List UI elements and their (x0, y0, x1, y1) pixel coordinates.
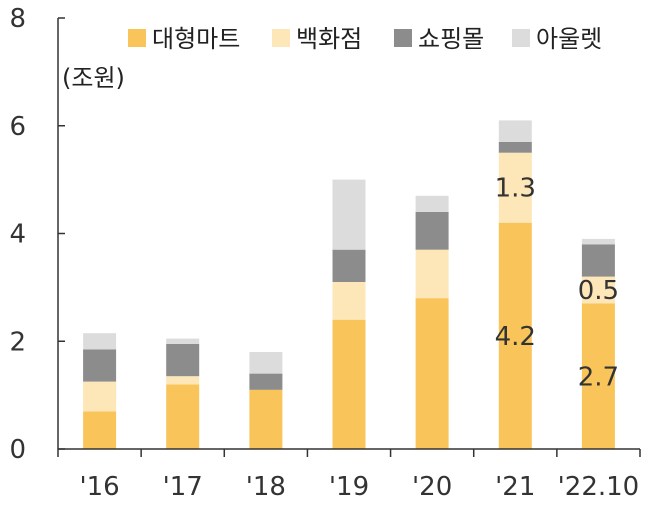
y-tick-label-4: 4 (9, 220, 26, 250)
y-tick-label-6: 6 (9, 112, 26, 142)
bar-segment-18-s2 (249, 373, 283, 390)
bar-segment-19-s0 (332, 319, 366, 449)
bar-segment-19-s3 (332, 179, 366, 250)
bar-segment-2210-s3 (581, 238, 615, 245)
y-tick-label-2: 2 (9, 327, 26, 357)
labels-layer: 4.2 1.3 2.7 0.5 (495, 174, 620, 393)
legend-label-s3: 아울렛 (536, 25, 602, 53)
legend-label-s1: 백화점 (296, 25, 362, 53)
bar-segment-18-s0 (249, 389, 283, 449)
bar-segment-16-s2 (83, 349, 117, 382)
legend-swatch-s2 (394, 29, 412, 47)
bar-segment-2210-s2 (581, 244, 615, 277)
bar-segment-21-s3 (498, 120, 532, 142)
legend-swatch-s1 (272, 29, 290, 47)
x-tick-label-17: '17 (163, 472, 203, 502)
data-label-21-s0: 4.2 (495, 322, 536, 352)
x-tick-label-16: '16 (79, 472, 119, 502)
bar-segment-18-s3 (249, 352, 283, 374)
legend-label-s0: 대형마트 (152, 25, 240, 53)
bar-segment-16-s1 (83, 381, 117, 412)
bars-layer (83, 120, 615, 449)
bar-segment-19-s1 (332, 282, 366, 320)
x-tick-label-18: '18 (246, 472, 286, 502)
x-tick-label-19: '19 (329, 472, 369, 502)
bar-segment-21-s0 (498, 222, 532, 449)
bar-segment-17-s2 (166, 343, 200, 377)
bar-segment-19-s2 (332, 249, 366, 282)
bar-segment-2210-s1 (581, 276, 615, 304)
bar-segment-20-s1 (415, 249, 449, 299)
bar-segment-20-s0 (415, 298, 449, 449)
bar-segment-20-s3 (415, 195, 449, 212)
x-tick-label-2210: '22.10 (558, 472, 640, 502)
bar-segment-21-s2 (498, 141, 532, 153)
axes-layer: 0 2 4 6 8 '16 '17 '18 '19 '20 '21 '22.10 (9, 4, 641, 502)
bar-segment-21-s1 (498, 152, 532, 223)
y-unit-label: (조원) (62, 64, 125, 92)
y-tick-label-8: 8 (9, 4, 26, 34)
x-tick-label-21: '21 (495, 472, 535, 502)
legend-label-s2: 쇼핑몰 (418, 25, 484, 53)
bar-segment-16-s0 (83, 411, 117, 449)
data-label-2210-s0: 2.7 (578, 362, 619, 392)
bar-segment-16-s3 (83, 333, 117, 350)
y-tick-label-0: 0 (9, 435, 26, 465)
legend-swatch-s3 (512, 29, 530, 47)
x-tick-label-20: '20 (412, 472, 452, 502)
data-label-21-s1: 1.3 (495, 174, 536, 204)
legend-swatch-s0 (128, 29, 146, 47)
legend: 대형마트 백화점 쇼핑몰 아울렛 (128, 25, 602, 53)
bar-segment-17-s0 (166, 384, 200, 449)
bar-segment-20-s2 (415, 212, 449, 250)
bar-segment-2210-s0 (581, 303, 615, 449)
bar-segment-17-s3 (166, 338, 200, 344)
data-label-2210-s1: 0.5 (578, 276, 619, 306)
bar-segment-17-s1 (166, 376, 200, 385)
